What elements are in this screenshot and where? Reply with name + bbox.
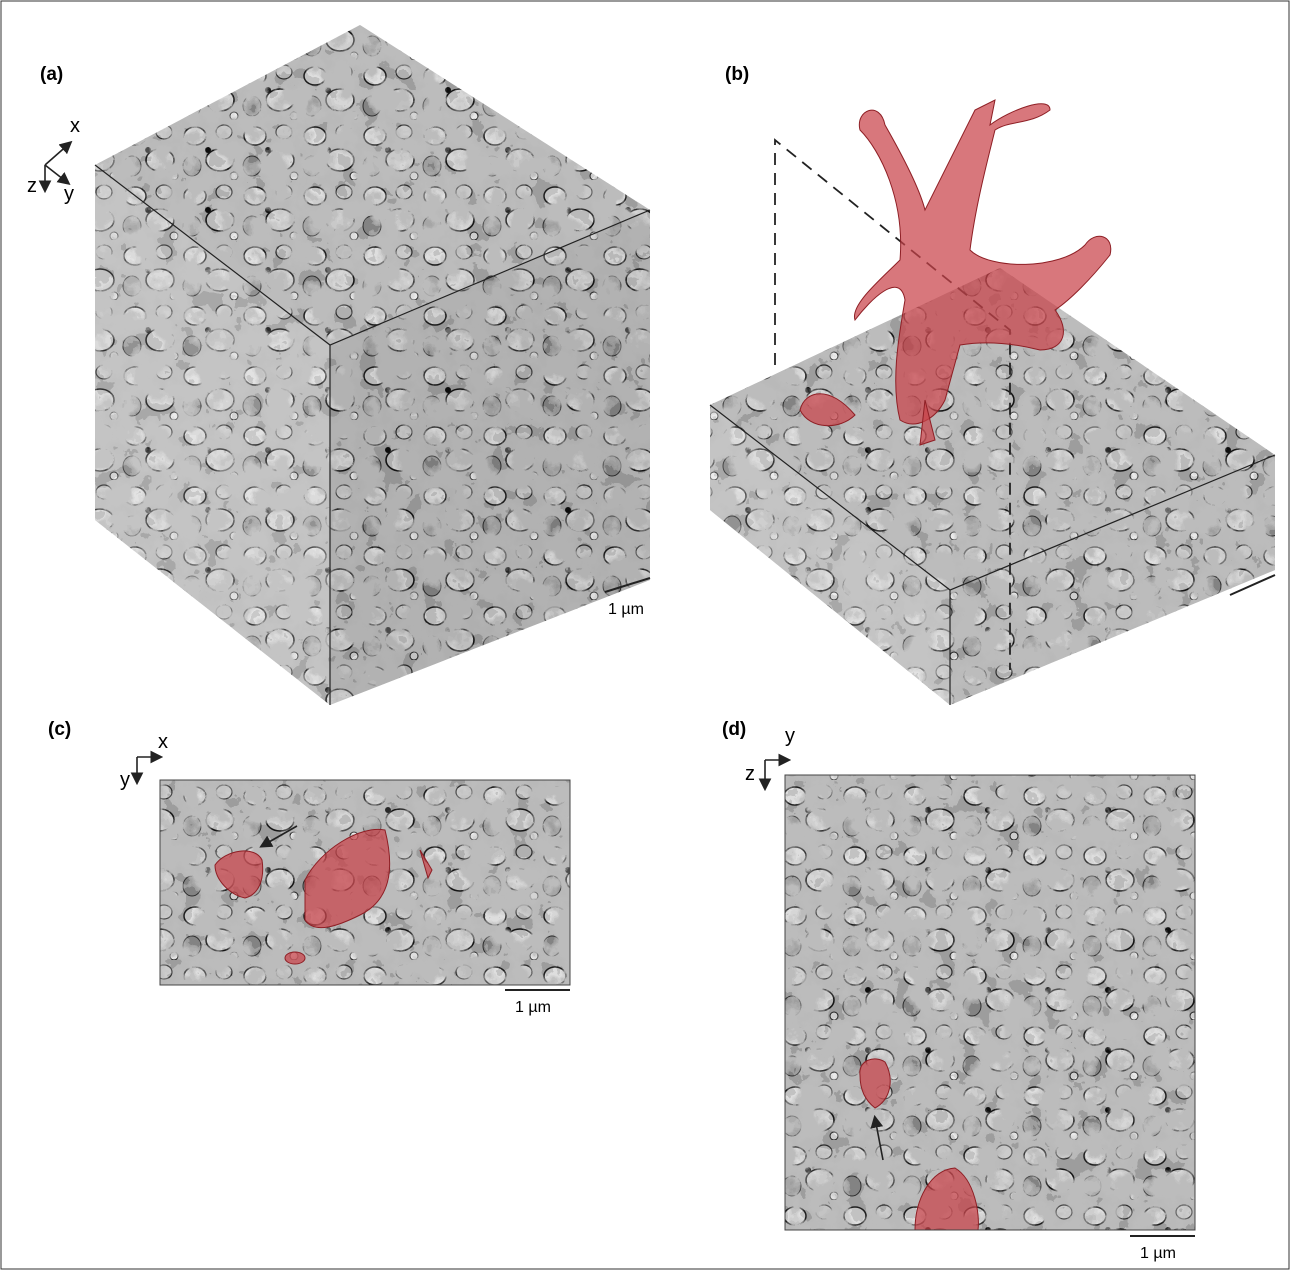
scale-bar-label: 1 µm — [1140, 1245, 1176, 1262]
axis-label: z — [745, 763, 755, 785]
axes-indicator — [137, 757, 160, 782]
axis-label: y — [64, 183, 74, 205]
panel-label: (c) — [48, 719, 71, 740]
figure: (a) x y z 1 µm (b) (c) x y 1 µm (d) — [0, 0, 1290, 1270]
scale-bar-label: 1 µm — [608, 601, 644, 618]
axis-label: x — [158, 731, 168, 753]
panel-label: (b) — [725, 64, 749, 85]
panel-label: (a) — [40, 64, 63, 85]
scale-bar-label: 1 µm — [515, 999, 551, 1016]
axis-label: z — [27, 175, 37, 197]
axis-label: y — [120, 769, 130, 791]
panel-label: (d) — [722, 719, 746, 740]
axis-label: y — [785, 725, 795, 747]
axis-label: x — [70, 115, 80, 137]
